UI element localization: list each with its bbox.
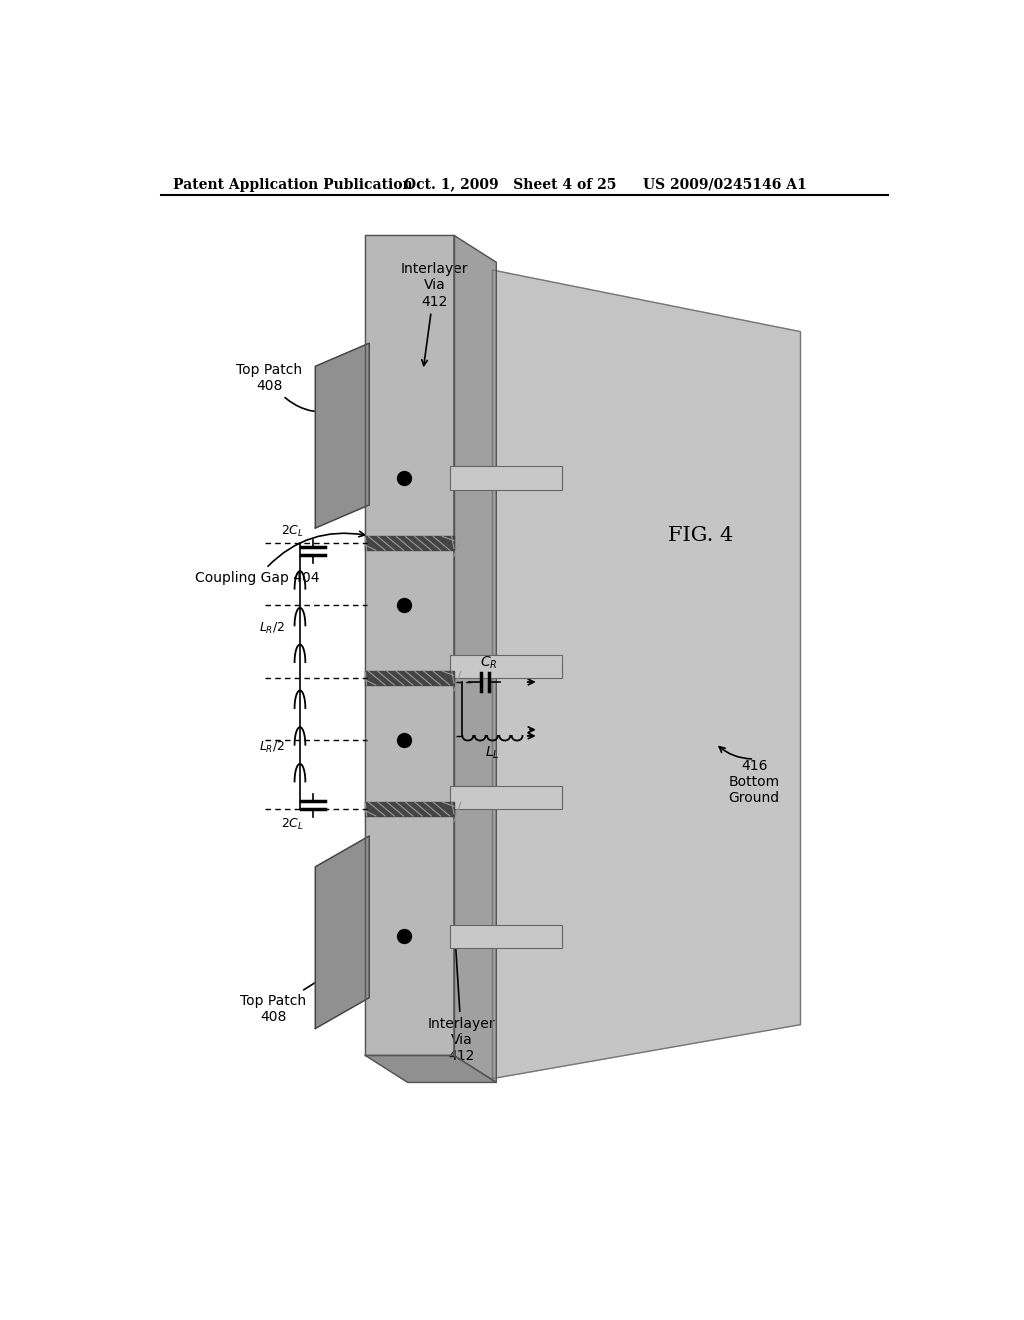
Text: Oct. 1, 2009   Sheet 4 of 25: Oct. 1, 2009 Sheet 4 of 25 [403,178,616,191]
Text: FIG. 4: FIG. 4 [668,527,733,545]
Text: Interlayer
Via
412: Interlayer Via 412 [401,263,468,366]
Text: 416
Bottom
Ground: 416 Bottom Ground [729,759,780,805]
Text: Top Patch
408: Top Patch 408 [240,965,342,1024]
Polygon shape [366,235,454,1056]
Text: $2C_L$: $2C_L$ [281,817,304,832]
Text: Patent Application Publication: Patent Application Publication [173,178,413,191]
Polygon shape [451,466,562,490]
Text: $L_R/2$: $L_R/2$ [259,741,285,755]
Text: $L_L$: $L_L$ [485,744,500,762]
Text: Interlayer
Via
412: Interlayer Via 412 [428,925,496,1063]
Text: $C_R$: $C_R$ [480,655,498,671]
Polygon shape [493,271,801,1078]
Text: $L_R/2$: $L_R/2$ [259,620,285,636]
Polygon shape [315,343,370,528]
Polygon shape [451,785,562,809]
Text: $2C_L$: $2C_L$ [281,524,304,540]
Polygon shape [315,836,370,1028]
Polygon shape [451,655,562,678]
Polygon shape [366,671,454,685]
Polygon shape [454,235,497,1082]
Text: US 2009/0245146 A1: US 2009/0245146 A1 [643,178,806,191]
Text: Coupling Gap 404: Coupling Gap 404 [196,532,365,585]
Polygon shape [366,1056,497,1082]
Text: Top Patch
408: Top Patch 408 [237,363,326,416]
Polygon shape [451,924,562,948]
Polygon shape [366,803,454,816]
Polygon shape [366,536,454,550]
